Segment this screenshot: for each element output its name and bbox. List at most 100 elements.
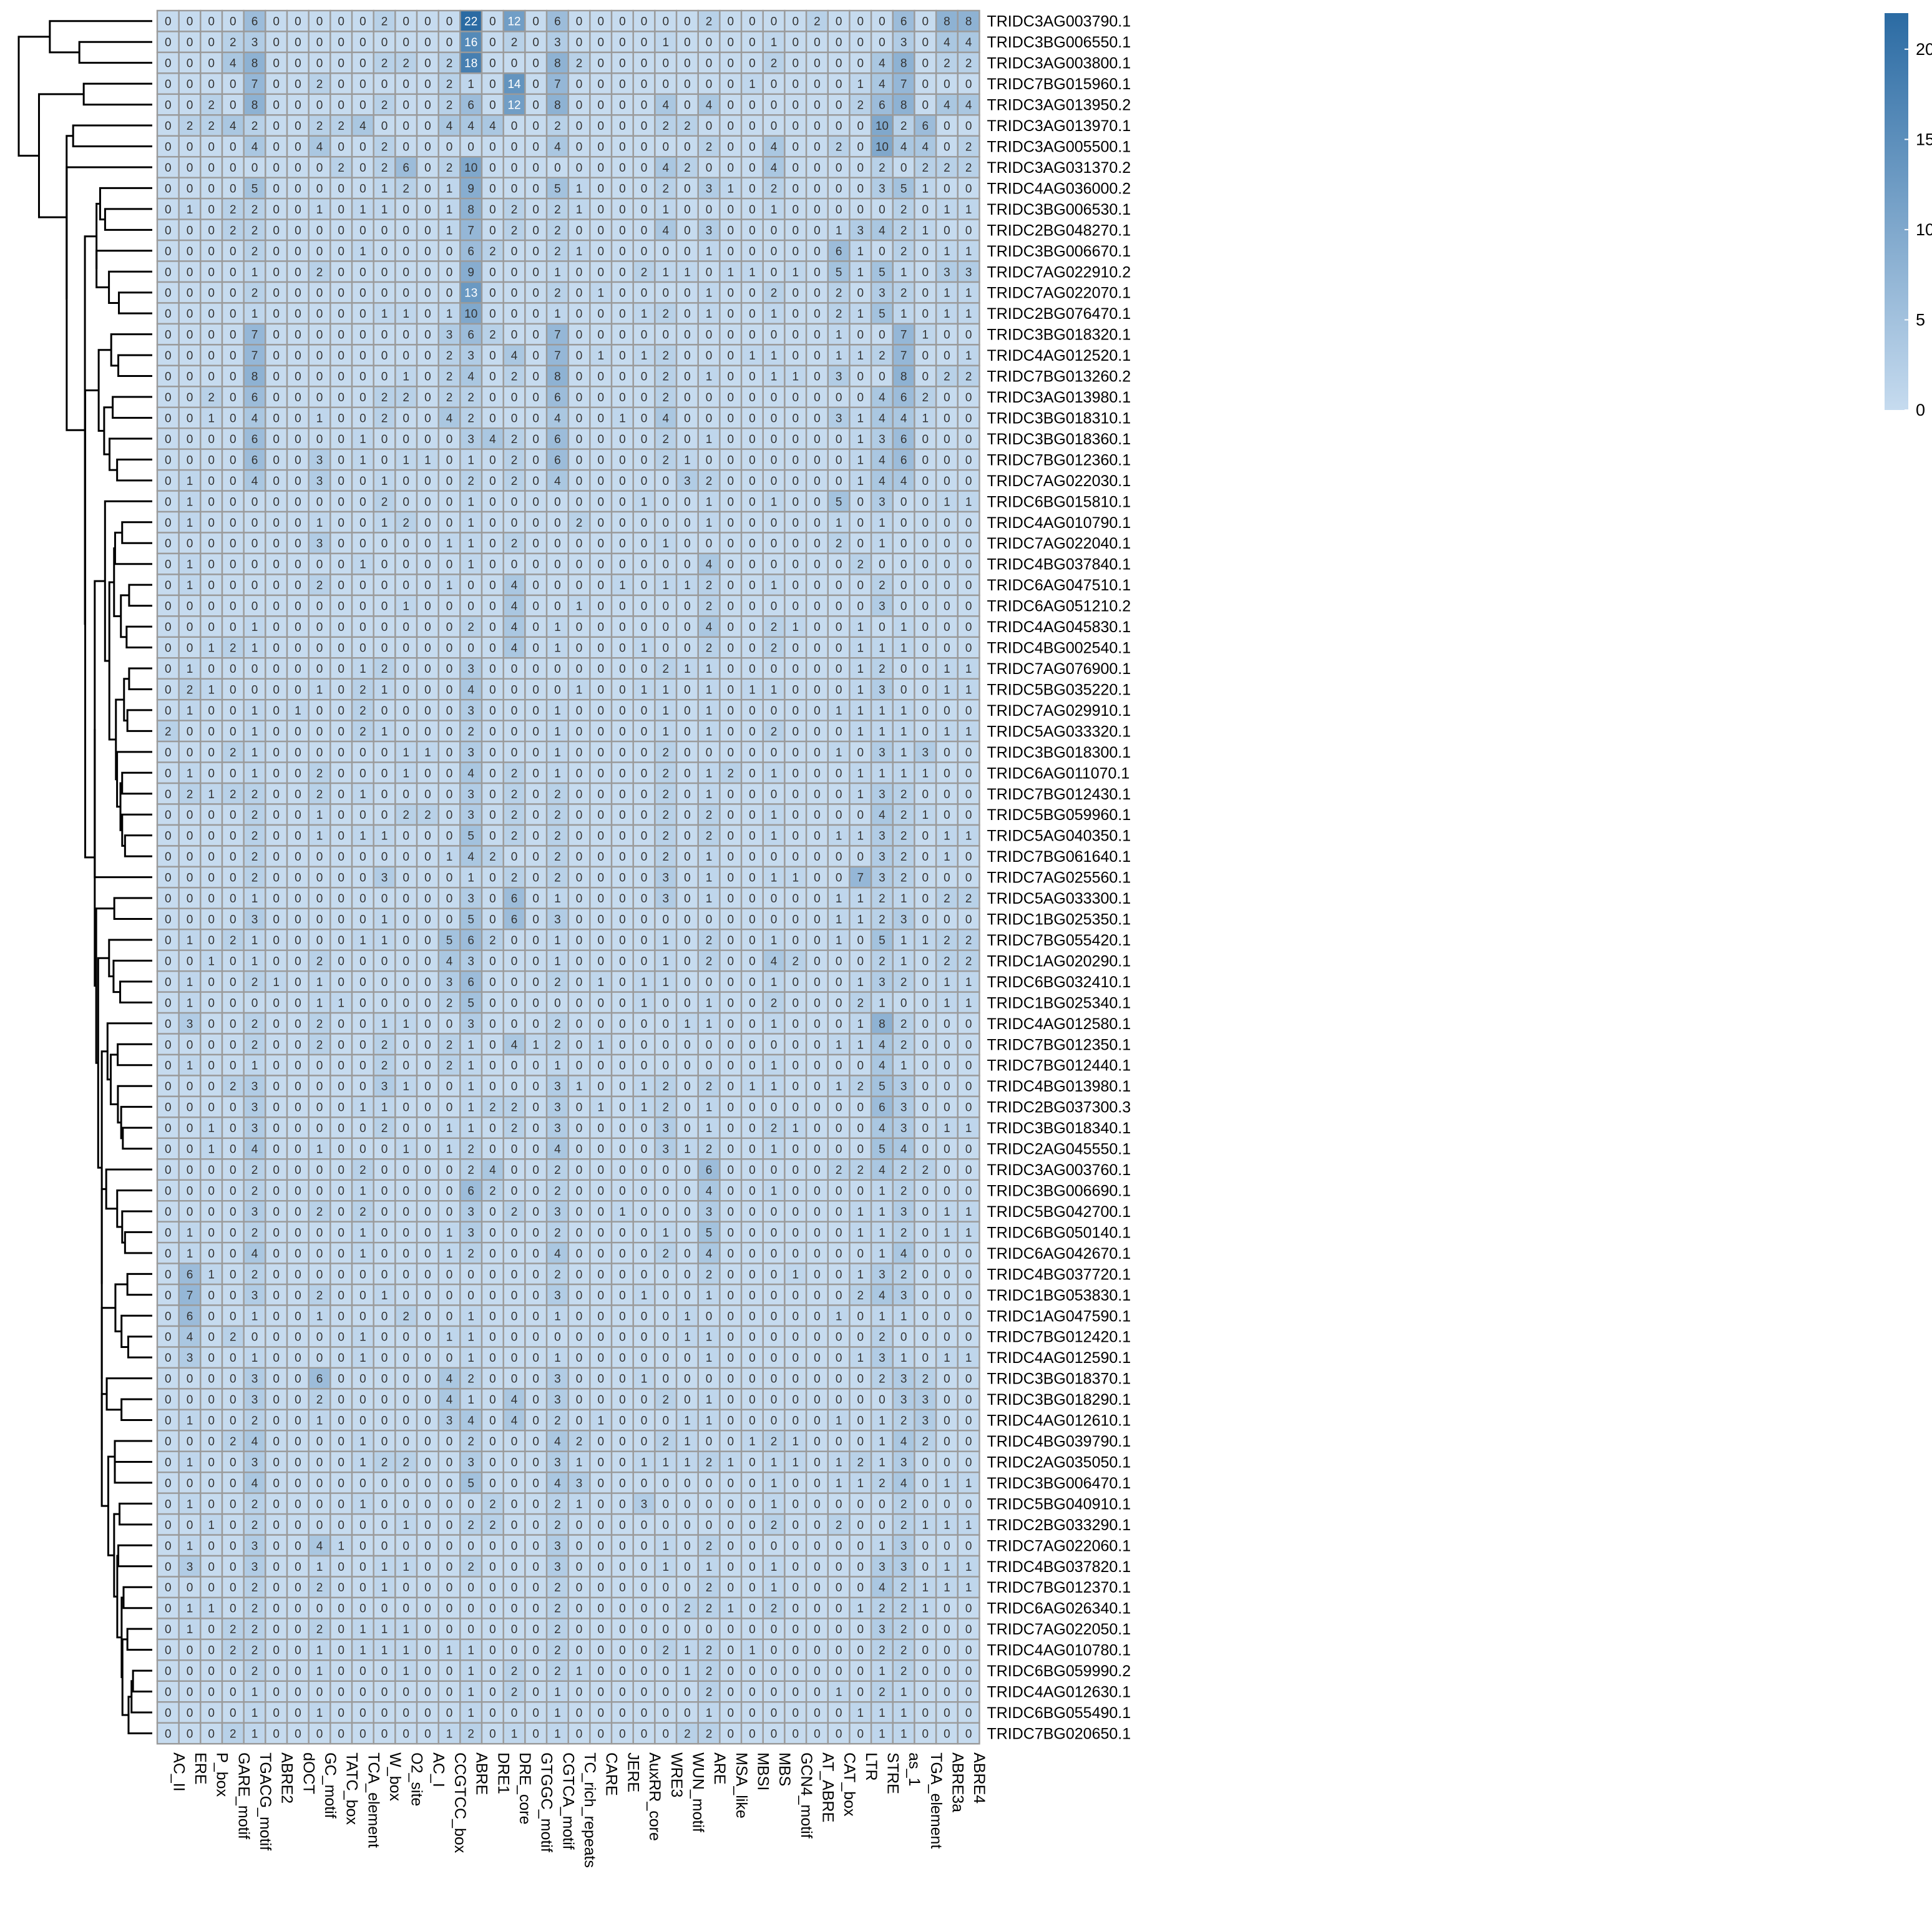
cell-value-label: 0 [316,57,323,71]
cell-value-label: 0 [965,517,972,530]
dendrogram-branch [17,36,50,157]
cell-value-label: 0 [857,746,864,759]
cell-value-label: 0 [165,1164,172,1177]
cell-value-label: 0 [338,36,344,49]
cell-value-label: 0 [489,872,496,885]
cell-value-label: 0 [576,955,583,968]
cell-value-label: 2 [857,1080,864,1093]
cell-value-label: 0 [944,1268,950,1281]
cell-value-label: 0 [338,78,344,91]
cell-value-label: 2 [402,517,409,530]
cell-value-label: 0 [402,412,409,425]
cell-value-label: 2 [208,120,215,133]
cell-value-label: 0 [338,99,344,112]
cell-value-label: 1 [900,746,907,759]
cell-value-label: 1 [706,1289,713,1302]
cell-value-label: 0 [165,663,172,676]
cell-value-label: 2 [814,16,821,29]
cell-value-label: 0 [532,559,539,572]
cell-value-label: 0 [597,1331,604,1344]
cell-value-label: 0 [295,914,301,927]
dendrogram-branch [72,124,152,147]
cell-value-label: 1 [771,1184,778,1198]
cell-value-label: 1 [944,308,950,321]
cell-value-label: 0 [619,1331,626,1344]
cell-value-label: 0 [295,245,301,258]
cell-value-label: 0 [554,683,561,696]
cell-value-label: 0 [338,349,344,363]
cell-value-label: 0 [338,496,344,509]
cell-value-label: 0 [532,976,539,989]
cell-value-label: 0 [771,892,778,906]
cell-value-label: 0 [749,1060,756,1073]
cell-value-label: 0 [208,934,215,947]
cell-value-label: 0 [532,683,539,696]
cell-value-label: 0 [922,955,929,968]
cell-value-label: 0 [402,475,409,488]
cell-value-label: 0 [771,16,778,29]
cell-value-label: 0 [338,1226,344,1239]
cell-value-label: 0 [187,642,193,655]
cell-value-label: 0 [381,976,388,989]
cell-value-label: 0 [597,475,604,488]
heatmap-cell [221,31,245,54]
cell-value-label: 0 [208,767,215,780]
cell-value-label: 2 [857,99,864,112]
cell-value-label: 0 [230,1122,237,1135]
cell-value-label: 0 [597,140,604,154]
cell-value-label: 0 [771,517,778,530]
cell-value-label: 0 [576,1206,583,1219]
cell-value-label: 0 [316,496,323,509]
cell-value-label: 0 [727,16,734,29]
cell-value-label: 0 [792,16,799,29]
cell-value-label: 0 [727,1310,734,1323]
cell-value-label: 0 [273,1184,280,1198]
cell-value-label: 0 [771,914,778,927]
cell-value-label: 0 [532,140,539,154]
cell-value-label: 2 [251,224,258,237]
cell-value-label: 0 [208,1248,215,1261]
cell-value-label: 0 [446,1164,453,1177]
cell-value-label: 0 [576,934,583,947]
cell-value-label: 1 [771,1080,778,1093]
cell-value-label: 0 [684,1060,691,1073]
cell-value-label: 0 [944,78,950,91]
dendrogram-branch [132,1669,152,1693]
cell-value-label: 0 [208,663,215,676]
cell-value-label: 0 [511,1268,518,1281]
cell-value-label: 0 [814,1310,821,1323]
cell-value-label: 1 [359,245,366,258]
cell-value-label: 4 [511,621,518,634]
cell-value-label: 1 [900,1310,907,1323]
cell-value-label: 0 [402,683,409,696]
cell-value-label: 0 [489,1248,496,1261]
cell-value-label: 0 [489,579,496,592]
cell-value-label: 0 [684,182,691,195]
dendrogram-branch [118,291,152,315]
cell-value-label: 0 [597,746,604,759]
cell-value-label: 0 [359,1122,366,1135]
cell-value-label: 0 [424,788,431,801]
cell-value-label: 0 [273,851,280,864]
cell-value-label: 0 [922,99,929,112]
cell-value-label: 0 [208,36,215,49]
cell-value-label: 0 [208,16,215,29]
cell-value-label: 0 [165,1310,172,1323]
cell-value-label: 0 [749,1331,756,1344]
cell-value-label: 0 [836,559,842,572]
cell-value-label: 6 [511,914,518,927]
cell-value-label: 0 [381,245,388,258]
cell-value-label: 2 [900,203,907,217]
cell-value-label: 0 [230,976,237,989]
cell-value-label: 0 [944,872,950,885]
dendrogram-branch [49,20,152,54]
cell-value-label: 0 [532,1310,539,1323]
cell-value-label: 6 [879,1101,886,1115]
cell-value-label: 0 [208,329,215,342]
cell-value-label: 0 [597,162,604,175]
cell-value-label: 0 [965,1248,972,1261]
cell-value-label: 0 [316,1331,323,1344]
cell-value-label: 0 [576,496,583,509]
cell-value-label: 2 [576,57,583,71]
cell-value-label: 1 [857,308,864,321]
